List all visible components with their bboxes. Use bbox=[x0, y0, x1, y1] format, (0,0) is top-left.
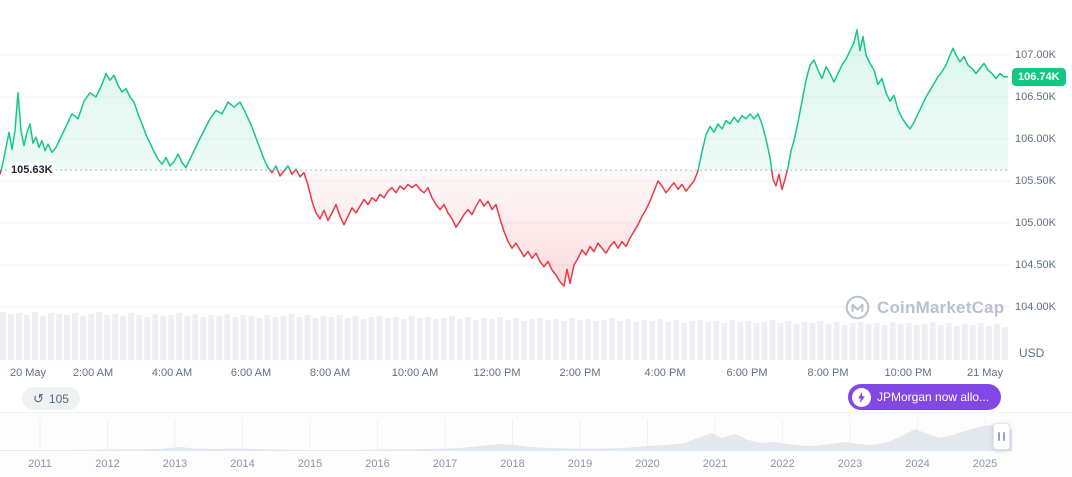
news-ticker-badge[interactable]: JPMorgan now allo... bbox=[848, 384, 1002, 410]
timeline-year: 2018 bbox=[500, 458, 525, 470]
volume-bars bbox=[0, 312, 1008, 360]
timeline-year: 2016 bbox=[365, 458, 390, 470]
y-axis-tick: 106.50K bbox=[1015, 91, 1056, 103]
history-count-badge[interactable]: ↺ 105 bbox=[22, 387, 80, 410]
x-axis-tick: 8:00 AM bbox=[309, 367, 351, 379]
watermark: CoinMarketCap bbox=[845, 295, 1004, 320]
timeline-year: 2015 bbox=[297, 458, 323, 470]
x-axis-tick: 20 May bbox=[9, 367, 47, 379]
timeline-history-area bbox=[0, 425, 1012, 451]
timeline-year: 2020 bbox=[635, 458, 660, 470]
price-line-up bbox=[0, 29, 1008, 171]
price-chart-canvas[interactable] bbox=[0, 0, 1010, 362]
y-axis-tick: 105.00K bbox=[1015, 217, 1056, 229]
x-axis-tick: 4:00 PM bbox=[644, 367, 686, 379]
grip-icon bbox=[1003, 432, 1005, 441]
y-axis-tick: 107.00K bbox=[1015, 49, 1056, 61]
news-ticker-text: JPMorgan now allo... bbox=[877, 390, 990, 404]
y-axis-tick: 104.00K bbox=[1015, 301, 1056, 313]
x-axis-tick: 12:00 PM bbox=[473, 367, 521, 379]
x-axis-tick: 10:00 AM bbox=[391, 367, 439, 379]
history-icon: ↺ bbox=[33, 391, 44, 406]
timeline-year: 2012 bbox=[95, 458, 120, 470]
coinmarketcap-logo-icon bbox=[845, 295, 870, 320]
timeline-year: 2017 bbox=[432, 458, 458, 470]
y-axis: 106.74K USD 107.00K 106.50K 106.00K 105.50K… bbox=[1010, 0, 1072, 362]
x-axis-tick: 10:00 PM bbox=[884, 367, 932, 379]
price-chart[interactable]: 105.63K CoinMarketCap bbox=[0, 0, 1010, 362]
lightning-icon bbox=[852, 387, 871, 407]
grip-icon bbox=[998, 432, 1000, 441]
timeline-year: 2022 bbox=[770, 458, 795, 470]
timeline-year: 2021 bbox=[702, 458, 728, 470]
timeline-year: 2024 bbox=[905, 458, 930, 470]
timeline-year: 2014 bbox=[230, 458, 255, 470]
x-axis-tick: 6:00 PM bbox=[726, 367, 768, 379]
timeline-year: 2023 bbox=[837, 458, 863, 470]
x-axis: 20 May 2:00 AM 4:00 AM 6:00 AM 8:00 AM 10:00 … bbox=[0, 362, 1010, 384]
timeline-year: 2013 bbox=[162, 458, 188, 470]
x-axis-tick: 2:00 PM bbox=[559, 367, 601, 379]
timeline-year: 2019 bbox=[567, 458, 593, 470]
y-axis-tick: 106.00K bbox=[1015, 133, 1056, 145]
timeline-year: 2025 bbox=[972, 458, 998, 470]
history-count-label: 105 bbox=[48, 391, 69, 406]
current-price-badge: 106.74K bbox=[1012, 67, 1066, 86]
timeline-chart bbox=[0, 419, 1012, 451]
timeline-scroll-handle[interactable] bbox=[993, 423, 1010, 450]
x-axis-tick: 4:00 AM bbox=[151, 367, 193, 379]
timeline-range-selector[interactable]: 2011 2012 2013 2014 2015 2016 2017 2018 2019 2020… bbox=[0, 412, 1072, 477]
x-axis-tick: 21 May bbox=[966, 367, 1004, 379]
x-axis-tick: 2:00 AM bbox=[72, 367, 114, 379]
price-line-down bbox=[0, 170, 789, 287]
x-axis-tick: 6:00 AM bbox=[230, 367, 272, 379]
y-axis-tick: 105.50K bbox=[1015, 175, 1056, 187]
price-area-down bbox=[0, 170, 788, 286]
currency-unit-label: USD bbox=[1019, 346, 1045, 360]
timeline-year: 2011 bbox=[28, 458, 52, 470]
y-axis-tick: 104.50K bbox=[1015, 259, 1056, 271]
x-axis-tick: 8:00 PM bbox=[807, 367, 849, 379]
price-area-up bbox=[0, 29, 1008, 171]
previous-close-label: 105.63K bbox=[8, 163, 56, 178]
watermark-text: CoinMarketCap bbox=[877, 297, 1005, 317]
